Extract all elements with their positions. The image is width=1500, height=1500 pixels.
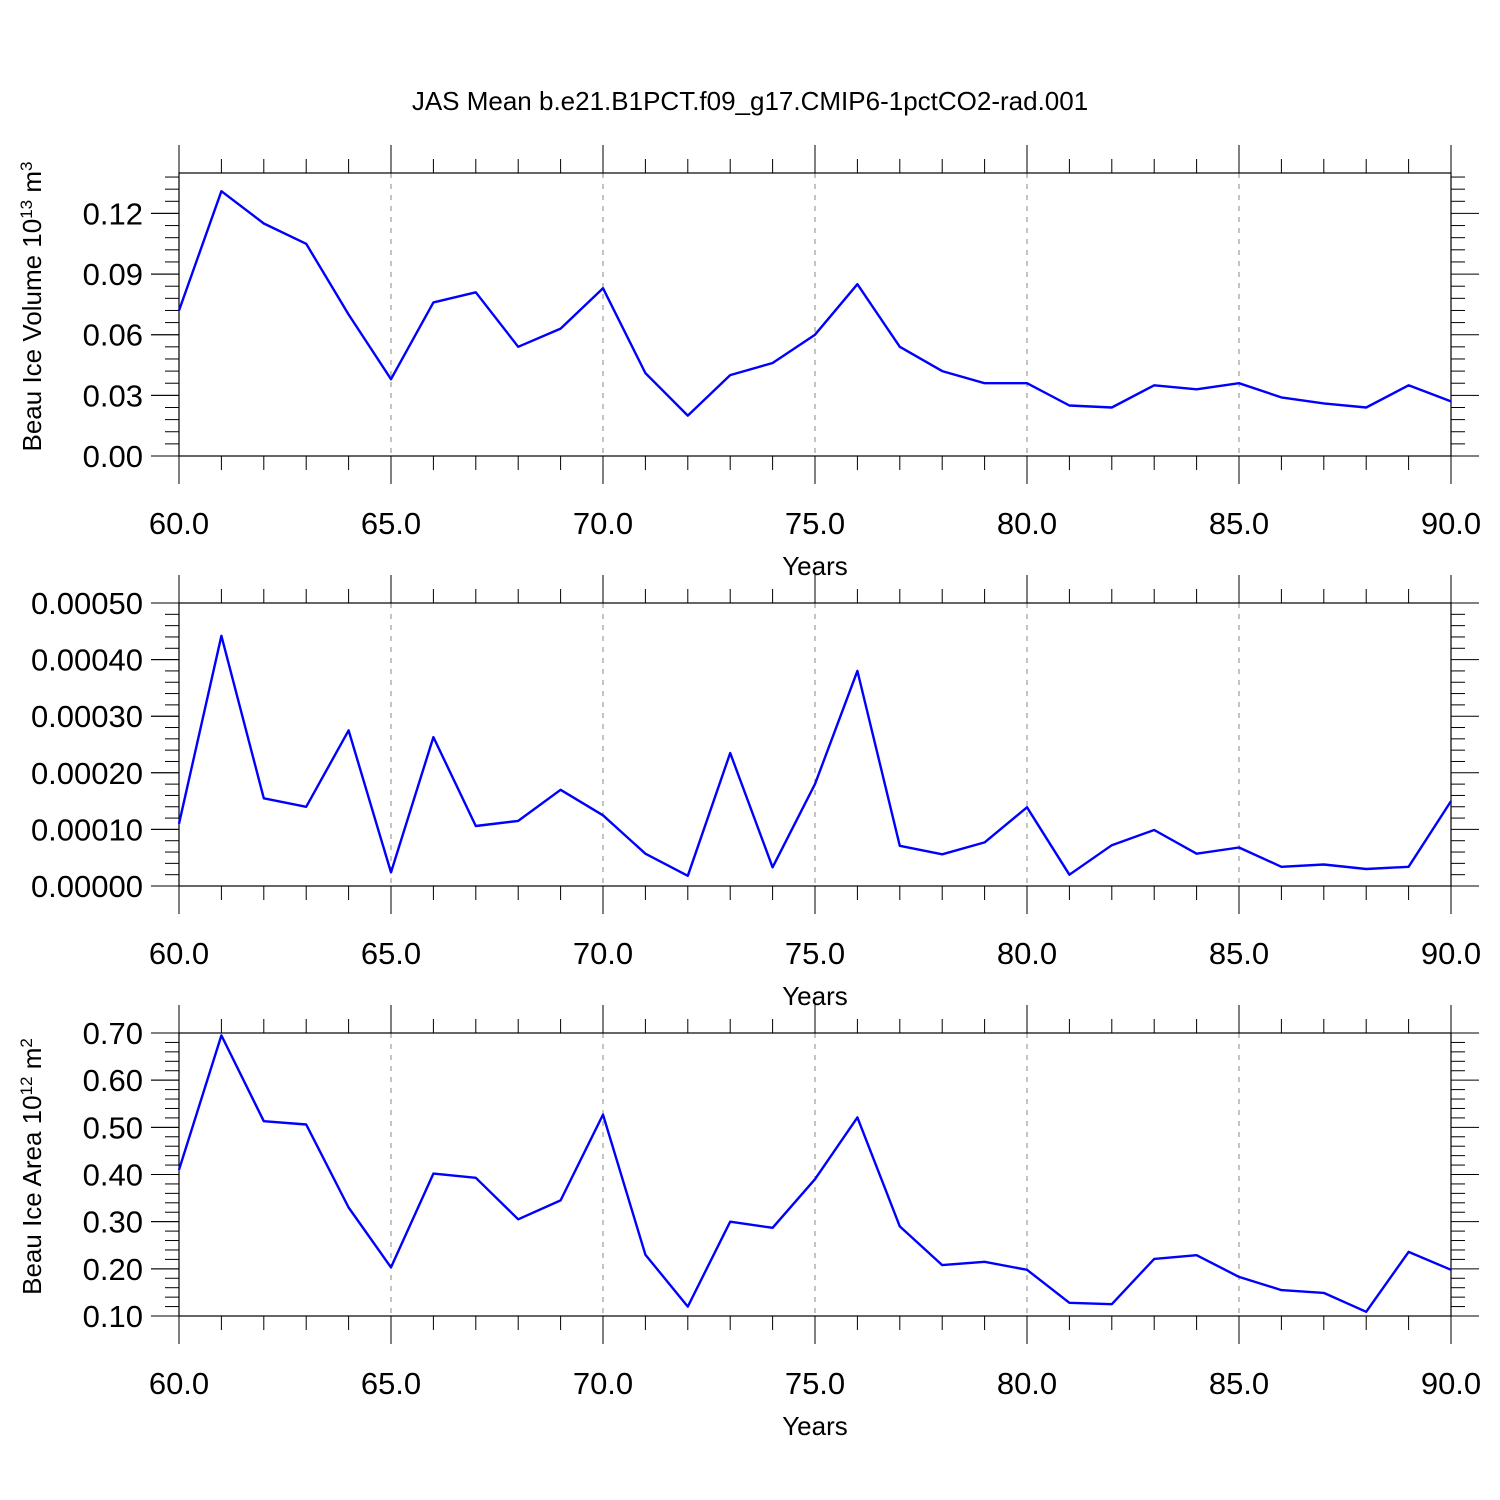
y-axis-label-sup: 12 (17, 1076, 36, 1095)
x-axis-label: Years (782, 1411, 848, 1441)
y-tick-label: 0.10 (83, 1299, 143, 1334)
y-tick-label: 0.00030 (31, 699, 143, 734)
plot-frame (178, 1032, 1452, 1317)
y-axis-label-sup: 13 (17, 200, 36, 219)
x-tick-label: 90.0 (1421, 1366, 1481, 1401)
y-tick-label: 0.00000 (31, 869, 143, 904)
x-tick-label: 90.0 (1421, 936, 1481, 971)
y-tick-label: 0.70 (83, 1016, 143, 1051)
y-tick-label: 0.40 (83, 1158, 143, 1193)
y-axis-label: Beau Ice Area 1012 m2 (17, 1038, 48, 1295)
y-tick-label: 0.09 (83, 257, 143, 292)
y-tick-label: 0.00050 (31, 586, 143, 621)
y-tick-label: 0.20 (83, 1252, 143, 1287)
x-tick-label: 70.0 (573, 936, 633, 971)
x-tick-label: 65.0 (361, 1366, 421, 1401)
y-tick-label: 0.50 (83, 1110, 143, 1145)
y-axis-label-part: m (17, 171, 47, 200)
x-tick-label: 70.0 (573, 1366, 633, 1401)
panel-2: 60.0 65.0 70.0 75.0 80.0 85.0 90.0 0.00000 0.000… (31, 575, 1481, 1011)
panel-1: 60.0 65.0 70.0 75.0 80.0 85.0 90.0 0.00 0.03 0.06… (17, 145, 1481, 581)
x-tick-label: 85.0 (1209, 936, 1269, 971)
x-tick-label: 75.0 (785, 1366, 845, 1401)
x-tick-label: 80.0 (997, 506, 1057, 541)
y-tick-label: 0.00040 (31, 643, 143, 678)
series-line (177, 1034, 1452, 1314)
x-tick-label: 60.0 (149, 506, 209, 541)
y-tick-label: 0.03 (83, 378, 143, 413)
y-tick-label: 0.12 (83, 196, 143, 231)
x-tick-label: 60.0 (149, 1366, 209, 1401)
x-tick-label: 75.0 (785, 506, 845, 541)
panel-3: 60.0 65.0 70.0 75.0 80.0 85.0 90.0 0.10 0.20 0.30… (17, 1005, 1481, 1441)
y-tick-label: 0.30 (83, 1205, 143, 1240)
chart-title: JAS Mean b.e21.B1PCT.f09_g17.CMIP6-1pctC… (412, 86, 1088, 116)
x-tick-label: 90.0 (1421, 506, 1481, 541)
y-axis-label-part: Beau Ice Area 10 (17, 1095, 47, 1294)
y-tick-label: 0.06 (83, 318, 143, 353)
x-tick-label: 85.0 (1209, 506, 1269, 541)
x-tick-label: 80.0 (997, 1366, 1057, 1401)
y-axis-label-part: Beau Ice Volume 10 (17, 219, 47, 452)
plot-frame (178, 602, 1452, 887)
y-tick-label: 0.00020 (31, 756, 143, 791)
x-tick-label: 60.0 (149, 936, 209, 971)
y-tick-label: 0.00 (83, 439, 143, 474)
series-line (177, 189, 1452, 417)
y-axis-label-part: m (17, 1048, 47, 1077)
x-tick-label: 65.0 (361, 936, 421, 971)
y-tick-label: 0.60 (83, 1063, 143, 1098)
y-axis-label-sup: 3 (17, 162, 36, 171)
y-axis-label: Beau Ice Volume 1013 m3 (17, 162, 48, 452)
plot-frame (178, 172, 1452, 457)
x-tick-label: 80.0 (997, 936, 1057, 971)
panels: 60.0 65.0 70.0 75.0 80.0 85.0 90.0 0.00 0.03 0.06… (17, 145, 1481, 1441)
y-tick-label: 0.00010 (31, 812, 143, 847)
y-axis-label-sup: 2 (17, 1038, 36, 1047)
x-tick-label: 75.0 (785, 936, 845, 971)
x-tick-label: 65.0 (361, 506, 421, 541)
x-tick-label: 70.0 (573, 506, 633, 541)
x-tick-label: 85.0 (1209, 1366, 1269, 1401)
